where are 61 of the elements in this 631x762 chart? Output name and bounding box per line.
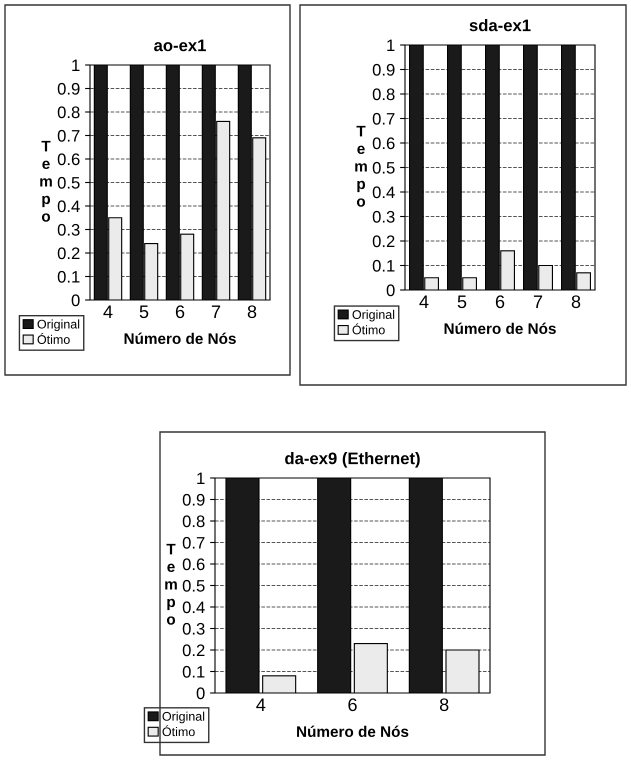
chart-title: sda-ex1 <box>470 19 531 32</box>
legend-label: Ótimo <box>38 333 70 344</box>
y-tick-label: 0.7 <box>182 536 204 549</box>
x-tick-label: 6 <box>176 305 184 318</box>
y-tick-label: 0.9 <box>182 494 204 506</box>
chart-title: da-ex9 (Ethernet) <box>285 452 420 468</box>
y-tick-label: 1 <box>197 472 204 484</box>
y-tick-label: 0.8 <box>372 88 395 100</box>
y-tick-label: 0.3 <box>372 210 395 223</box>
y-tick-label: 0.9 <box>58 82 80 95</box>
y-tick-label: 0.7 <box>58 130 80 142</box>
y-tick-label: 0 <box>386 284 395 296</box>
x-tick-label: 4 <box>103 306 112 318</box>
x-tick-label: 4 <box>256 698 266 711</box>
legend-label: Ótimo <box>352 323 385 334</box>
x-tick-label: 7 <box>534 296 542 308</box>
y-tick-label: 0 <box>72 294 80 306</box>
x-tick-label: 8 <box>440 698 448 712</box>
y-axis-title: Tempo <box>165 544 177 625</box>
y-tick-label: 0.4 <box>182 601 205 614</box>
x-axis-title: Número de Nós <box>124 332 236 344</box>
x-axis-title: Número de Nós <box>444 322 556 334</box>
x-tick-label: 4 <box>419 296 428 308</box>
y-tick-label: 0.4 <box>58 200 80 212</box>
x-tick-label: 8 <box>248 305 256 318</box>
y-tick-label: 0.5 <box>372 162 395 174</box>
x-axis-title: Número de Nós <box>297 726 408 738</box>
y-tick-label: 0.2 <box>372 235 394 248</box>
y-tick-label: 0.5 <box>182 580 205 592</box>
y-axis-title: Tempo <box>40 140 52 222</box>
y-tick-label: 0.5 <box>58 176 80 189</box>
x-tick-label: 5 <box>140 306 148 318</box>
x-tick-label: 6 <box>348 698 357 712</box>
y-tick-label: 0.6 <box>182 558 205 570</box>
x-tick-label: 7 <box>212 306 220 318</box>
y-tick-label: 0.1 <box>182 666 204 678</box>
x-tick-label: 6 <box>496 295 504 308</box>
y-tick-label: 0.8 <box>182 515 205 528</box>
y-tick-label: 1 <box>387 40 394 52</box>
y-tick-label: 1 <box>72 60 80 72</box>
y-tick-label: 0 <box>196 687 205 700</box>
legend-label: Original <box>352 310 394 322</box>
y-tick-label: 0.2 <box>58 247 80 260</box>
y-tick-label: 0.1 <box>372 260 394 272</box>
legend-label: Ótimo <box>162 725 195 736</box>
chart-title: ao-ex1 <box>154 40 206 52</box>
y-tick-label: 0.4 <box>372 186 395 198</box>
y-tick-label: 0.3 <box>182 622 205 635</box>
x-tick-label: 5 <box>458 296 466 308</box>
y-tick-label: 0.6 <box>372 137 395 150</box>
y-tick-label: 0.3 <box>58 224 80 236</box>
x-tick-label: 8 <box>572 295 580 308</box>
y-tick-label: 0.8 <box>58 106 80 118</box>
legend-label: Original <box>38 319 80 332</box>
y-tick-label: 0.1 <box>58 270 80 283</box>
legend-label: Original <box>162 712 204 724</box>
y-tick-label: 0.6 <box>58 153 80 166</box>
y-tick-label: 0.7 <box>372 112 394 125</box>
y-axis-title: Tempo <box>355 126 367 207</box>
y-tick-label: 0.2 <box>182 644 204 656</box>
y-tick-label: 0.9 <box>372 64 394 76</box>
